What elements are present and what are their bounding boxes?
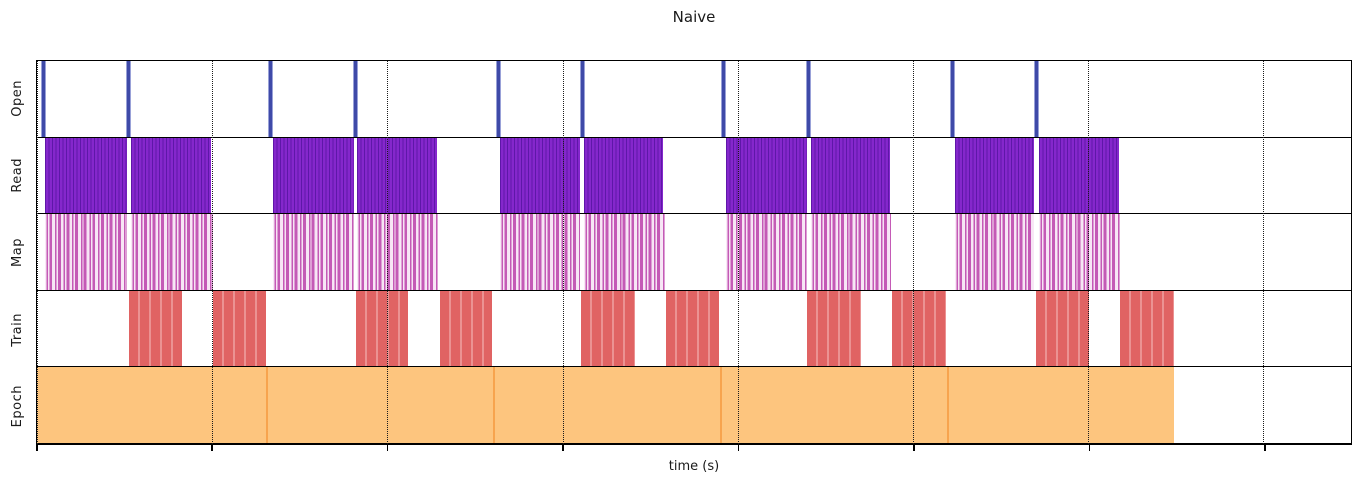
axis-tick [1264, 444, 1266, 451]
gridline [212, 61, 214, 444]
chart-title: Naive [672, 8, 716, 26]
train-bar [891, 290, 946, 367]
axis-tick [211, 444, 213, 451]
read-bar [272, 137, 354, 214]
y-axis-label-text: Open [9, 80, 25, 117]
read-bar [45, 137, 127, 214]
x-axis-label: time (s) [668, 459, 720, 474]
open-bar [268, 61, 274, 137]
read-bar [954, 137, 1035, 214]
read-bar [1038, 137, 1120, 214]
axis-tick [737, 444, 740, 451]
y-axis-label-text: Train [9, 312, 25, 347]
train-bar [806, 290, 861, 367]
open-bar [1033, 61, 1039, 137]
y-axis-label-train: Train [0, 291, 34, 368]
read-bar [584, 137, 663, 214]
train-bar [1120, 290, 1175, 367]
map-bar [725, 214, 807, 290]
map-bar [130, 214, 213, 290]
axis-tick [386, 444, 389, 451]
lane-open [37, 61, 1351, 138]
open-bar [126, 61, 132, 137]
gridline [562, 61, 564, 444]
train-bar [128, 290, 182, 367]
open-bar [721, 61, 727, 137]
map-bar [357, 214, 439, 290]
train-bar [666, 290, 719, 367]
map-bar [45, 214, 127, 290]
read-bar [500, 137, 581, 214]
y-axis-label-read: Read [0, 137, 34, 214]
gridline [37, 61, 39, 444]
y-axis-label-text: Epoch [9, 385, 25, 428]
map-bar [954, 214, 1035, 290]
axis-tick [562, 444, 564, 451]
read-bar [130, 137, 211, 214]
x-axis-ticks [36, 444, 1352, 453]
open-bar [40, 61, 46, 137]
open-bar [495, 61, 501, 137]
y-axis-label-open: Open [0, 60, 34, 137]
gridline [1263, 61, 1265, 444]
read-bar [725, 137, 807, 214]
lane-epoch [37, 367, 1351, 444]
plot-area [36, 60, 1352, 445]
read-bar [357, 137, 438, 214]
lane-train [37, 290, 1351, 368]
axis-tick [36, 444, 38, 451]
y-axis-label-map: Map [0, 214, 34, 291]
gridline [737, 61, 739, 444]
lane-read [37, 137, 1351, 215]
train-bar [440, 290, 493, 367]
epoch-bar [493, 367, 720, 443]
epoch-bar [946, 367, 1175, 443]
y-axis-labels: Open Read Map Train Epoch [0, 60, 34, 445]
map-bar [272, 214, 354, 290]
map-bar [584, 214, 665, 290]
train-bar [212, 290, 266, 367]
y-axis-label-epoch: Epoch [0, 368, 34, 445]
axis-tick [1088, 444, 1091, 451]
map-bar [1038, 214, 1121, 290]
y-axis-label-text: Read [9, 158, 25, 193]
epoch-bar [265, 367, 494, 443]
open-bar [579, 61, 585, 137]
gridline [387, 61, 389, 444]
gridline [913, 61, 915, 444]
train-bar [355, 290, 409, 367]
train-bar [1035, 290, 1090, 367]
gridline [1088, 61, 1090, 444]
train-bar [581, 290, 636, 367]
map-bar [810, 214, 891, 290]
read-bar [810, 137, 890, 214]
axis-tick [913, 444, 915, 451]
map-bar [500, 214, 581, 290]
epoch-bar [37, 367, 266, 443]
lane-map [37, 214, 1351, 291]
open-bar [353, 61, 358, 137]
y-axis-label-text: Map [9, 238, 25, 267]
open-bar [950, 61, 956, 137]
open-bar [806, 61, 812, 137]
epoch-bar [720, 367, 947, 443]
